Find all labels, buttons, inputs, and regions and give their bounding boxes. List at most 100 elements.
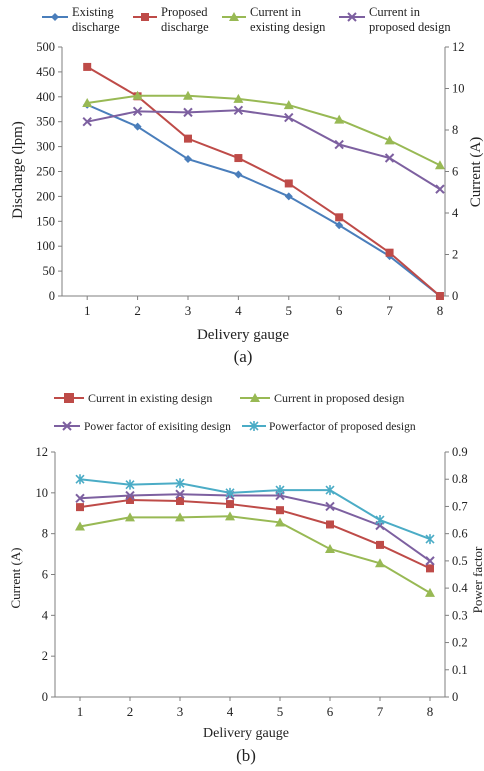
data-point	[75, 493, 85, 503]
data-point	[426, 564, 434, 573]
series-line	[87, 94, 441, 167]
tick-label-left: 500	[36, 40, 55, 54]
data-point	[384, 135, 395, 145]
tick-label-x: 2	[134, 303, 141, 318]
x-axis-label-a: Delivery gauge	[197, 327, 289, 343]
data-point	[233, 105, 244, 115]
legend-label-b-2: Power factor of exisiting design	[84, 421, 231, 433]
legend-item-b-2: Power factor of exisiting design	[54, 421, 231, 433]
tick-label-x: 3	[185, 303, 192, 318]
data-point	[283, 100, 294, 110]
data-point	[125, 479, 135, 490]
tick-label-left: 50	[43, 264, 56, 278]
series-line	[79, 498, 431, 570]
chart-a: Existing discharge Proposed discharge Curr…	[10, 5, 484, 366]
tick-label-left: 150	[36, 214, 55, 228]
tick-label-right: 0.6	[452, 527, 468, 541]
data-point	[82, 116, 92, 127]
tick-label-left: 2	[42, 649, 48, 663]
data-point	[133, 122, 142, 131]
data-point	[375, 558, 385, 568]
data-point	[284, 179, 293, 188]
ticks-x-a: 1 2 3 4 5 6 7 8	[84, 296, 443, 318]
tick-label-x: 7	[386, 303, 393, 318]
data-point	[384, 153, 395, 163]
tick-label-left: 6	[42, 568, 48, 582]
tick-label-right: 6	[452, 165, 458, 179]
y-axis-label-right-a: Current (A)	[468, 137, 484, 207]
data-point	[275, 485, 285, 496]
data-point	[225, 511, 235, 521]
tick-label-x: 4	[227, 704, 234, 719]
legend-item-a-0: Existing discharge	[42, 5, 120, 34]
legend-label-a-0: Existing discharge	[72, 5, 120, 34]
legend-item-b-0: Current in existing design	[54, 391, 212, 405]
chart-b: Current in existing design Current in pr…	[8, 391, 484, 765]
tick-label-x: 3	[177, 704, 184, 719]
legend-label-b-1: Current in proposed design	[274, 391, 404, 405]
ticks-left-b: 0 2 4 6 8 10 12	[36, 445, 55, 704]
tick-label-right: 12	[452, 40, 465, 54]
data-point	[183, 134, 192, 143]
data-point	[75, 521, 85, 531]
tick-label-left: 0	[42, 690, 48, 704]
tick-label-left: 300	[36, 140, 55, 154]
ticks-right-b: 0 0.1 0.2 0.3 0.4 0.5 0.6 0.7 0.8 0.9	[445, 445, 468, 704]
data-point	[425, 534, 435, 545]
tick-label-right: 8	[452, 123, 458, 137]
tick-label-right: 0.5	[452, 554, 468, 568]
data-point	[233, 93, 244, 103]
data-point	[275, 517, 285, 527]
data-point	[284, 192, 293, 201]
legend-a: Existing discharge Proposed discharge Curr…	[42, 5, 451, 34]
series-line	[86, 103, 441, 297]
legend-label-a-3: Current in proposed design	[369, 5, 451, 34]
tick-label-right: 0.2	[452, 636, 468, 650]
legend-item-a-3: Current in proposed design	[339, 5, 451, 34]
tick-label-left: 200	[36, 189, 55, 203]
data-point	[83, 62, 92, 71]
data-point	[132, 106, 143, 117]
series-b-1	[75, 511, 435, 597]
tick-label-right: 0	[452, 690, 458, 704]
legend-label-b-0: Current in existing design	[88, 391, 212, 405]
legend-item-b-3: Powerfactor of proposed design	[242, 421, 416, 433]
tick-label-left: 350	[36, 115, 55, 129]
data-point	[126, 495, 134, 504]
data-point	[375, 515, 385, 526]
tick-label-x: 5	[277, 704, 284, 719]
legend-item-b-1: Current in proposed design	[240, 391, 404, 405]
data-point	[176, 497, 184, 505]
data-point	[183, 155, 192, 164]
tick-label-right: 10	[452, 82, 465, 96]
series-a-0	[83, 100, 444, 300]
tick-label-x: 6	[336, 303, 343, 318]
data-point	[334, 114, 345, 124]
tick-label-left: 450	[36, 65, 55, 79]
data-point	[82, 98, 93, 108]
tick-label-x: 8	[437, 303, 444, 318]
data-point	[125, 512, 135, 522]
tick-label-left: 0	[49, 289, 55, 303]
tick-label-right: 0	[452, 289, 458, 303]
ticks-right-a: 0 2 4 6 8 10 12	[445, 40, 465, 303]
data-point	[284, 112, 294, 123]
tick-label-right: 0.7	[452, 499, 468, 513]
tick-label-right: 0.8	[452, 472, 468, 486]
tick-label-right: 0.9	[452, 445, 468, 459]
series-line	[86, 66, 441, 297]
axes-b	[54, 452, 446, 698]
data-point	[335, 213, 344, 222]
caption-a: (a)	[234, 347, 253, 366]
legend-item-a-1: Proposed discharge	[133, 5, 209, 34]
data-point	[76, 503, 84, 512]
data-point	[385, 248, 394, 257]
tick-label-left: 4	[42, 608, 49, 622]
tick-label-right: 0.4	[452, 581, 468, 595]
series-b-0	[76, 495, 434, 573]
series-a-2	[82, 90, 445, 170]
tick-label-x: 1	[77, 704, 84, 719]
tick-label-x: 5	[286, 303, 293, 318]
data-point	[183, 107, 193, 118]
